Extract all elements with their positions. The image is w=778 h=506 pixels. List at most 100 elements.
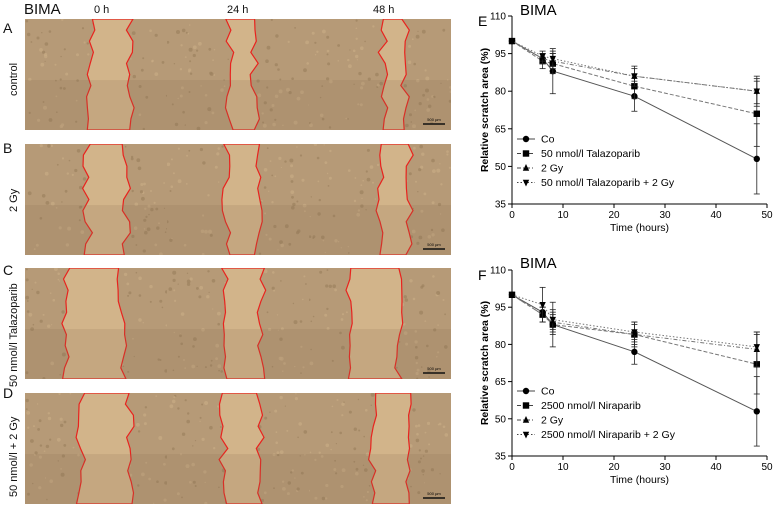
series-line-2 [511,294,757,350]
data-point [539,308,546,316]
data-point [549,55,556,63]
series-line-0 [511,40,758,160]
y-tick-label: 110 [490,266,506,277]
scale-bar-label: 500 µm [427,366,441,371]
x-tick-label: 20 [608,210,620,221]
y-tick-label: 110 [490,12,506,23]
legend-label-3: 2500 nmol/l Niraparib + 2 Gy [541,429,676,441]
data-point [549,316,556,324]
micrograph-r3-c2: 500 µm [309,393,451,504]
data-point [631,330,638,338]
micrograph-title: BIMA [24,1,61,18]
data-point [508,37,516,45]
series-line-2 [511,40,757,92]
micrograph-r1-c1 [167,144,309,255]
x-tick-label: 50 [761,462,773,473]
micrograph-r2-c0 [25,268,167,379]
x-tick-label: 30 [659,462,671,473]
y-axis-label: Relative scratch area (%) [479,48,491,172]
data-point [753,344,760,351]
x-tick-label: 0 [509,462,515,473]
micrograph-r3-c1 [167,393,309,504]
data-point [631,331,638,338]
chart-title: BIMA [520,2,557,19]
data-point [508,38,516,46]
x-tick-label: 10 [557,462,569,473]
legend-label-0: Co [541,134,555,146]
panel-letter-d: D [3,385,14,401]
panel-letter-e: E [478,13,487,29]
legend-label-0: Co [541,386,555,398]
x-tick-label: 40 [710,462,722,473]
legend-marker-2 [522,416,530,423]
series-line-0 [511,294,758,412]
data-point [631,82,638,90]
data-point [631,348,638,356]
x-tick-label: 30 [659,210,671,221]
y-tick-label: 35 [495,200,507,211]
micrograph-r2-c1 [167,268,309,379]
x-tick-label: 0 [509,210,515,221]
series-line-1 [511,294,757,365]
data-point [753,88,760,96]
y-tick-label: 95 [495,49,507,60]
data-point [753,361,760,368]
legend-label-2: 2 Gy [541,163,564,175]
panel-letter-a: A [3,20,13,36]
x-tick-label: 50 [761,210,773,221]
timepoint-label-24h: 24 h [227,4,249,16]
row-label-2: 50 nmol/l Talazoparib [8,282,20,387]
data-point [753,155,760,163]
timepoint-label-48h: 48 h [373,4,395,16]
legend-label-2: 2 Gy [541,415,564,427]
data-point [753,408,760,415]
data-point [549,60,556,67]
data-point [539,302,546,309]
series-line-3 [511,294,757,348]
x-axis-label: Time (hours) [610,474,669,486]
y-tick-label: 80 [495,340,507,351]
y-tick-label: 65 [495,124,507,135]
micrograph-r0-c2: 500 µm [309,19,451,130]
micrograph-r1-c2: 500 µm [309,144,451,255]
legend-marker-1 [522,150,530,157]
x-tick-label: 40 [710,210,722,221]
data-point [753,87,760,94]
micrograph-r0-c0 [25,19,167,130]
series-line-3 [511,40,757,92]
x-axis-label: Time (hours) [610,222,669,234]
y-tick-label: 65 [495,377,507,388]
data-point [508,37,516,44]
data-point [753,110,760,117]
y-tick-label: 80 [495,87,507,98]
x-tick-label: 10 [557,210,569,221]
scale-bar-label: 500 µm [427,242,441,247]
timepoint-label-0h: 0 h [94,4,110,16]
data-point [549,321,556,328]
data-point [508,292,516,299]
micrograph-r1-c0 [25,144,167,255]
panel-letter-b: B [3,140,13,156]
data-point [631,73,638,81]
scale-bar-label: 500 µm [427,117,441,122]
chart-title: BIMA [520,255,557,272]
y-tick-label: 50 [495,414,507,425]
legend-marker-3 [522,179,530,187]
y-tick-label: 35 [495,452,507,463]
data-point [539,54,546,62]
legend-marker-0 [522,135,530,143]
data-point [549,67,556,75]
y-tick-label: 95 [495,303,507,314]
legend-marker-2 [522,164,530,171]
data-point [631,93,638,100]
data-point [631,329,638,336]
micrograph-r2-c2: 500 µm [309,268,451,379]
panel-letter-c: C [3,262,14,278]
data-point [549,318,556,325]
legend-label-1: 2500 nmol/l Niraparib [541,400,641,412]
data-point [631,72,638,79]
x-tick-label: 20 [608,462,620,473]
data-point [539,311,546,318]
legend-marker-1 [522,402,530,409]
row-label-1: 2 Gy [8,188,20,212]
